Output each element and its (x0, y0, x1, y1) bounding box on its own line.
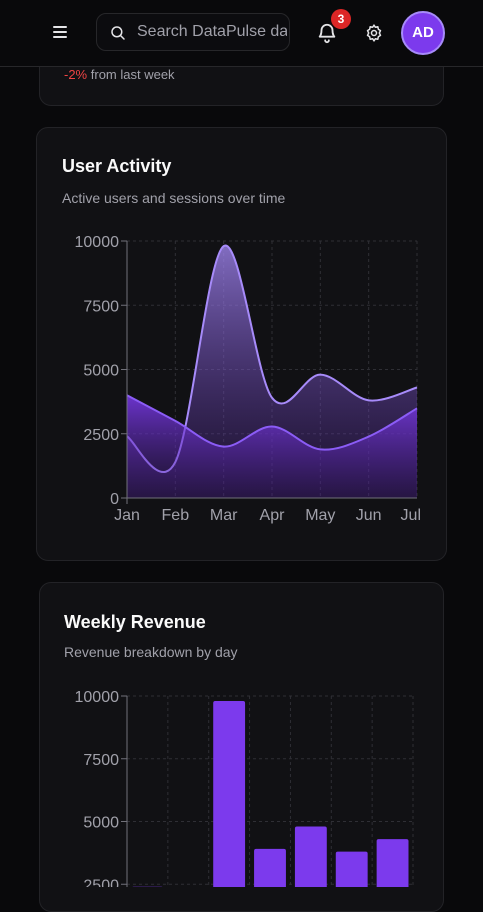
bar-thu (254, 849, 286, 887)
avatar[interactable]: AD (401, 11, 445, 55)
y-tick-label: 7500 (83, 752, 119, 769)
search-input[interactable] (137, 14, 287, 50)
search-icon (109, 24, 127, 42)
menu-icon[interactable] (48, 20, 72, 44)
notification-badge: 3 (331, 9, 351, 29)
gear-icon[interactable] (364, 23, 384, 43)
weekly-revenue-chart: 2500 5000 7500 10000 (0, 0, 483, 887)
bar-sun (377, 839, 409, 887)
top-header: 3 AD (0, 0, 483, 67)
bar-fri (295, 827, 327, 887)
bar-wed (213, 701, 245, 887)
y-tick-label: 5000 (83, 815, 119, 832)
bar-sat (336, 852, 368, 887)
y-tick-label: 2500 (83, 877, 119, 887)
search-box[interactable] (96, 13, 290, 51)
y-tick-label: 10000 (75, 689, 120, 706)
